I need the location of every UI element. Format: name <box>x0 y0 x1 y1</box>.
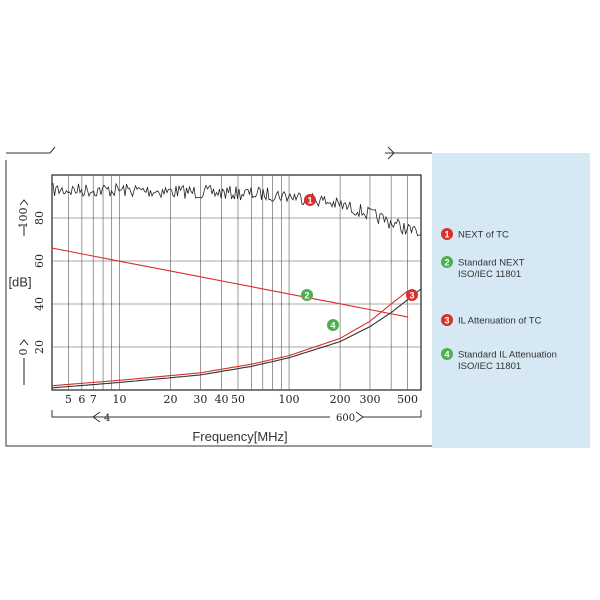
series-line <box>52 182 421 237</box>
series-line <box>52 247 408 318</box>
legend-text-secondary: ISO/IEC 11801 <box>458 269 521 280</box>
y-zero-chevron <box>19 339 29 346</box>
y-tick-label: 60 <box>33 254 46 268</box>
legend-panel <box>432 153 590 448</box>
series-marker-4-label: 4 <box>330 321 335 331</box>
legend-marker-3-circle <box>441 314 453 326</box>
series-marker-2-label: 2 <box>304 291 309 301</box>
series-line <box>52 288 421 389</box>
x-tick-label: 30 <box>193 393 207 406</box>
legend-text: IL Attenuation of TC <box>458 316 542 327</box>
x-tick-label: 6 <box>78 393 85 406</box>
x-tick-label: 200 <box>330 393 351 406</box>
range-start-label: 4 <box>104 413 110 424</box>
y-zero-label: 0 <box>17 349 30 356</box>
y-tick-label: 20 <box>33 340 46 354</box>
x-tick-label: 10 <box>112 393 126 406</box>
y-tick-label: 40 <box>33 297 46 311</box>
y-axis-label: [dB] <box>8 274 31 289</box>
legend-text: Standard IL Attenuation <box>458 350 557 361</box>
legend-marker-4-circle <box>441 348 453 360</box>
x-tick-label: 40 <box>215 393 229 406</box>
legend-marker-2-label: 2 <box>444 258 449 268</box>
legend-marker-3-label: 3 <box>444 316 449 326</box>
series-line <box>52 290 408 387</box>
x-tick-label: 7 <box>90 393 97 406</box>
legend-marker-2-circle <box>441 256 453 268</box>
legend-marker-1-circle <box>441 228 453 240</box>
legend-text: NEXT of TC <box>458 230 509 241</box>
range-start-chevron <box>92 411 101 423</box>
x-tick-label: 50 <box>231 393 245 406</box>
range-bracket-right <box>363 410 422 418</box>
outer-frame <box>5 160 432 447</box>
top-right-bracket <box>385 146 432 160</box>
x-tick-label: 5 <box>65 393 72 406</box>
plot-area <box>51 174 422 391</box>
series-marker-1-label: 1 <box>307 196 312 206</box>
y-tick-label: 80 <box>33 211 46 225</box>
legend-text-secondary: ISO/IEC 11801 <box>458 361 521 372</box>
legend-marker-4-label: 4 <box>444 350 449 360</box>
legend-text: Standard NEXT <box>458 258 525 269</box>
legend-marker-1-label: 1 <box>444 230 449 240</box>
series-marker-3-label: 3 <box>409 291 414 301</box>
x-tick-label: 300 <box>359 393 380 406</box>
x-tick-label: 20 <box>164 393 178 406</box>
top-left-bracket <box>6 146 56 154</box>
x-axis-label: Frequency[MHz] <box>192 429 287 444</box>
range-end-label: 600 <box>336 413 355 424</box>
range-bracket-left <box>51 410 112 418</box>
y-top-label: 100 <box>17 208 30 229</box>
range-end-chevron <box>355 411 364 423</box>
series-marker-4-circle <box>327 319 339 331</box>
series-marker-2-circle <box>301 289 313 301</box>
y-top-chevron <box>19 199 29 206</box>
x-tick-label: 500 <box>397 393 418 406</box>
series-marker-3-circle <box>406 289 418 301</box>
series-marker-1-circle <box>304 194 316 206</box>
x-tick-label: 100 <box>279 393 300 406</box>
